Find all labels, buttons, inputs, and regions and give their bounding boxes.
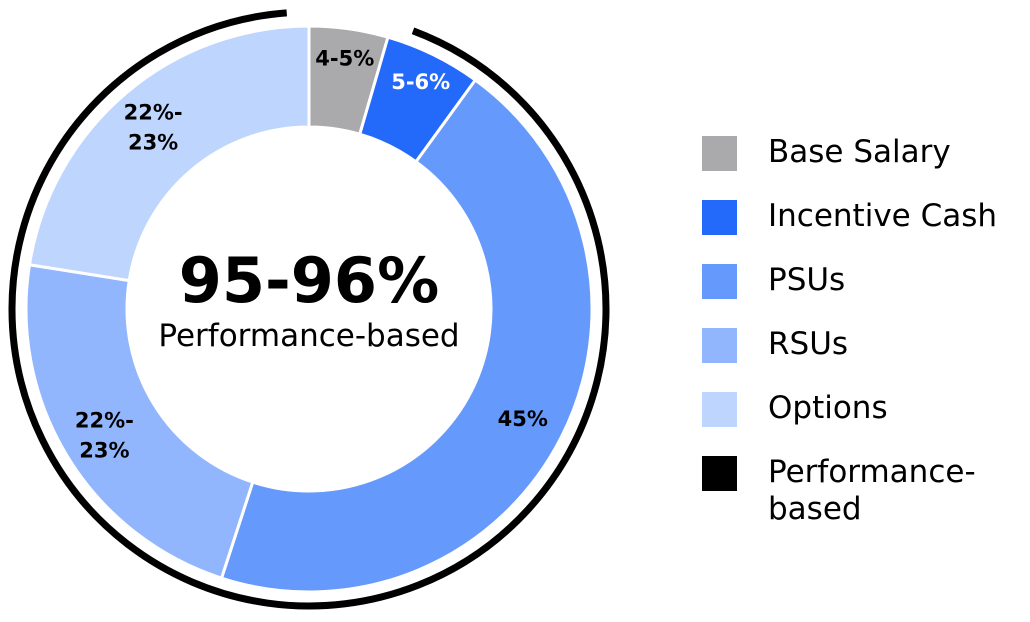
legend-label: Incentive Cash — [768, 198, 1028, 235]
legend-label: Base Salary — [768, 134, 1028, 171]
legend-item-incentive-cash: Incentive Cash — [702, 198, 1028, 262]
legend-swatch — [702, 456, 737, 491]
legend-item-base-salary: Base Salary — [702, 134, 1028, 198]
legend-label: RSUs — [768, 326, 1028, 363]
legend-swatch — [702, 200, 737, 235]
legend-item-rsus: RSUs — [702, 326, 1028, 390]
legend-label: Options — [768, 390, 1028, 427]
legend-label: Performance-based — [768, 454, 1028, 528]
slice-label-psus: 45% — [498, 407, 548, 431]
legend-swatch — [702, 392, 737, 427]
legend-label: PSUs — [768, 262, 1028, 299]
legend: Base Salary Incentive Cash PSUs RSUs Opt… — [702, 134, 1028, 518]
legend-swatch — [702, 328, 737, 363]
legend-swatch — [702, 264, 737, 299]
slice-label-incentive-cash: 5-6% — [391, 70, 450, 94]
legend-item-psus: PSUs — [702, 262, 1028, 326]
slice-label-base-salary: 4-5% — [315, 47, 374, 71]
legend-swatch — [702, 136, 737, 171]
donut-chart: 4-5%5-6%45%22%-23%22%-23% 95-96% Perform… — [0, 0, 690, 622]
center-value: 95-96% — [179, 244, 439, 317]
center-label: Performance-based — [158, 318, 459, 354]
legend-item-options: Options — [702, 390, 1028, 454]
legend-item-performance-based: Performance-based — [702, 454, 1028, 518]
